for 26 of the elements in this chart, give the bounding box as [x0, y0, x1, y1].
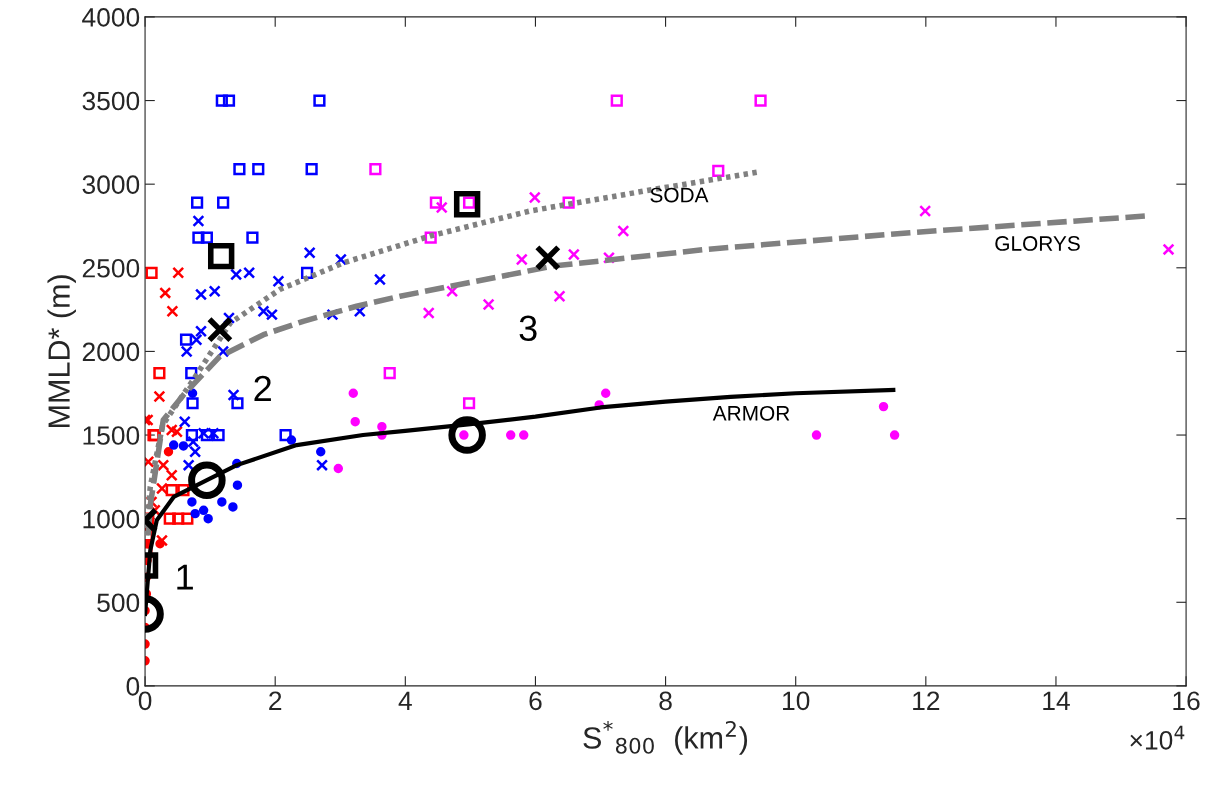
- x-axis-title: S$^{*}$$_{800}$ (km$^{2}$): [583, 720, 748, 755]
- text: ×10$^{4}$: [1130, 725, 1185, 750]
- annotation: 3: [519, 315, 537, 342]
- x-tick-label: 2: [269, 691, 282, 710]
- x-tick-label: 10: [783, 691, 810, 711]
- x-tick-label: 16: [1173, 691, 1200, 711]
- x-tick-label: 6: [529, 691, 542, 711]
- y-tick-label: 3000: [82, 175, 140, 194]
- y-tick-label: 500: [97, 593, 140, 613]
- y-tick-label: 1500: [83, 426, 140, 445]
- x-tick-label: 4: [398, 691, 412, 710]
- y-tick-label: 4000: [82, 8, 140, 27]
- y-tick-label: 0: [126, 677, 140, 696]
- x-tick-label: 8: [659, 691, 672, 711]
- annotation: 2: [254, 375, 271, 401]
- x-tick-label: 14: [1043, 691, 1070, 710]
- annotation: 1: [177, 564, 193, 590]
- y-tick-label: 2000: [82, 342, 140, 362]
- series-label: GLORYS: [995, 236, 1080, 251]
- y-tick-label: 1000: [83, 509, 140, 529]
- series-label: ARMOR: [712, 405, 790, 421]
- y-tick-label: 2500: [82, 258, 140, 278]
- y-axis-title: MMLD* (m): [47, 275, 76, 427]
- y-tick-label: 3500: [82, 91, 140, 111]
- series-label: SODA: [650, 187, 709, 203]
- x-tick-label: 12: [913, 691, 940, 710]
